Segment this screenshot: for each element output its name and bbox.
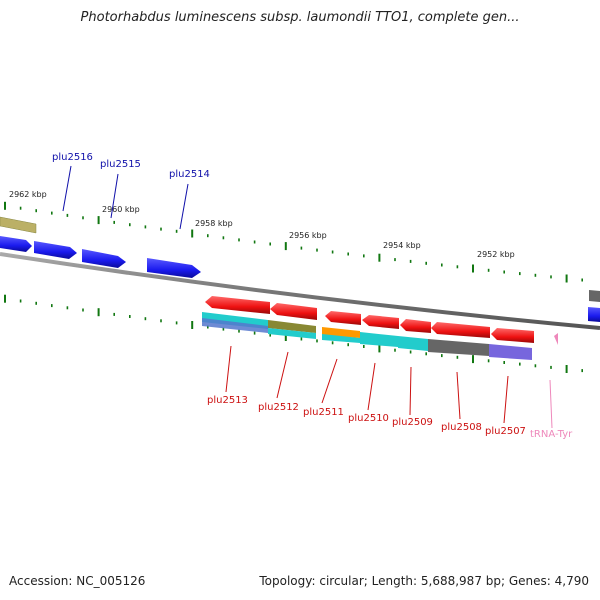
cds-cyan-2[interactable]	[268, 328, 316, 339]
scale-label-2958: 2958 kbp	[195, 219, 233, 228]
scale-label-2954: 2954 kbp	[383, 241, 421, 250]
leader-plu2508	[456, 371, 461, 420]
trna-arrow-tyr[interactable]	[554, 333, 558, 345]
gene-arrow-plu2511[interactable]	[325, 311, 361, 325]
label-plu2509[interactable]: plu2509	[392, 417, 433, 428]
genome-summary-text: Topology: circular; Length: 5,688,987 bp…	[259, 574, 589, 588]
feature-khaki-left[interactable]	[0, 216, 37, 234]
genome-backbone	[0, 252, 600, 330]
label-plu2511[interactable]: plu2511	[303, 407, 344, 418]
forward-strand	[0, 216, 600, 322]
leader-trna-tyr	[549, 379, 553, 429]
scale-ticks	[4, 201, 584, 373]
scale-label-2960: 2960 kbp	[102, 205, 140, 214]
gene-arrow-plu2509[interactable]	[400, 319, 431, 333]
forward-labels: plu2516 plu2515 plu2514	[52, 152, 210, 230]
leader-plu2513	[225, 345, 232, 393]
leader-plu2511	[321, 358, 338, 404]
cds-gray[interactable]	[428, 339, 489, 356]
cds-olive[interactable]	[268, 320, 316, 333]
gene-arrow-plu2510[interactable]	[362, 315, 399, 329]
label-plu2514[interactable]: plu2514	[169, 169, 210, 180]
label-plu2510[interactable]: plu2510	[348, 413, 389, 424]
cds-band	[202, 312, 532, 360]
leader-plu2509	[409, 366, 412, 416]
cds-purple[interactable]	[489, 344, 532, 360]
feature-gray-right-edge[interactable]	[589, 290, 600, 302]
accession-text: Accession: NC_005126	[9, 574, 146, 588]
gene-arrow-left-edge[interactable]	[0, 236, 32, 252]
reverse-labels: plu2513 plu2512 plu2511 plu2510 plu2509 …	[207, 345, 573, 440]
gene-arrow-plu2515[interactable]	[82, 249, 126, 268]
leader-plu2512	[276, 351, 289, 399]
cds-cyan-3[interactable]	[322, 334, 360, 343]
cds-cyan-5[interactable]	[398, 336, 428, 351]
scale-label-2956: 2956 kbp	[289, 231, 327, 240]
cds-cyan-4[interactable]	[360, 332, 398, 347]
leader-plu2514	[179, 183, 189, 230]
scale-label-2962: 2962 kbp	[9, 190, 47, 199]
gene-arrow-right-edge[interactable]	[588, 307, 600, 322]
label-plu2513[interactable]: plu2513	[207, 395, 248, 406]
gene-arrow-plu2507[interactable]	[491, 328, 534, 343]
label-plu2508[interactable]: plu2508	[441, 422, 482, 433]
gene-arrow-plu2512[interactable]	[270, 303, 317, 320]
map-title: Photorhabdus luminescens subsp. laumondi…	[80, 10, 520, 25]
scale-label-2952: 2952 kbp	[477, 250, 515, 259]
gene-arrow-plu2513[interactable]	[205, 296, 270, 314]
leader-plu2510	[367, 362, 376, 411]
reverse-strand	[205, 296, 558, 345]
gene-arrow-plu2516[interactable]	[34, 241, 77, 259]
label-plu2515[interactable]: plu2515	[100, 159, 141, 170]
gene-arrow-plu2508[interactable]	[431, 322, 490, 338]
label-plu2512[interactable]: plu2512	[258, 402, 299, 413]
label-plu2507[interactable]: plu2507	[485, 426, 526, 437]
label-trna-tyr[interactable]: tRNA-Tyr	[530, 429, 573, 440]
leader-plu2507	[503, 375, 509, 424]
gene-arrow-plu2514[interactable]	[147, 258, 201, 278]
label-plu2516[interactable]: plu2516	[52, 152, 93, 163]
cds-blue-1[interactable]	[202, 318, 268, 333]
leader-plu2515	[110, 173, 119, 219]
leader-plu2516	[62, 165, 72, 212]
scale-labels: 2962 kbp 2960 kbp 2958 kbp 2956 kbp 2954…	[9, 190, 515, 259]
